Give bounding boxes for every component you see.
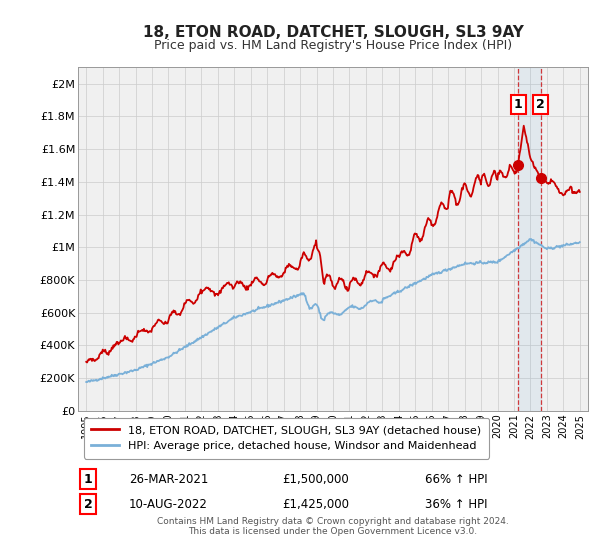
Bar (518, 67, 541, 411)
Text: 2: 2 (84, 497, 92, 511)
Text: 1: 1 (514, 99, 523, 111)
Text: 1: 1 (84, 473, 92, 486)
Text: 2: 2 (536, 99, 545, 111)
Text: 18, ETON ROAD, DATCHET, SLOUGH, SL3 9AY: 18, ETON ROAD, DATCHET, SLOUGH, SL3 9AY (143, 25, 523, 40)
Text: Contains HM Land Registry data © Crown copyright and database right 2024.
This d: Contains HM Land Registry data © Crown c… (157, 516, 509, 536)
Text: 10-AUG-2022: 10-AUG-2022 (129, 497, 208, 511)
Text: 26-MAR-2021: 26-MAR-2021 (129, 473, 208, 486)
Text: £1,425,000: £1,425,000 (282, 497, 349, 511)
Text: £1,500,000: £1,500,000 (282, 473, 349, 486)
Text: Price paid vs. HM Land Registry's House Price Index (HPI): Price paid vs. HM Land Registry's House … (154, 39, 512, 52)
Text: 36% ↑ HPI: 36% ↑ HPI (425, 497, 487, 511)
Text: 66% ↑ HPI: 66% ↑ HPI (425, 473, 487, 486)
Legend: 18, ETON ROAD, DATCHET, SLOUGH, SL3 9AY (detached house), HPI: Average price, de: 18, ETON ROAD, DATCHET, SLOUGH, SL3 9AY … (83, 418, 489, 459)
